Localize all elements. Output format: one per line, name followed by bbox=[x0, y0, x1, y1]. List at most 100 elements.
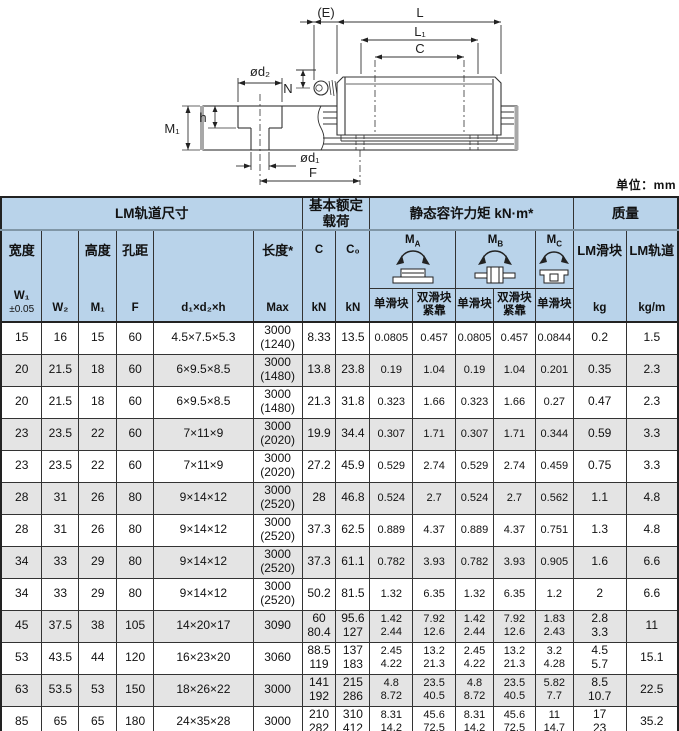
table-cell: 4.5×7.5×5.3 bbox=[153, 321, 254, 355]
table-row: 53 43.5 44 120 16×23×20 3060 88.5 119 137 183 2.… bbox=[0, 641, 679, 675]
sub-header-row: 单滑块 双滑块 紧靠 单滑块 双滑块 紧靠 单滑块 bbox=[1, 287, 678, 323]
table-row: 20 21.5 18 60 6×9.5×8.5 3000 (1480) 21.3 31.8 0.… bbox=[0, 385, 679, 419]
table-row: 34 33 29 80 9×14×12 3000 (2520) 37.3 61.1 0.782 3… bbox=[0, 545, 679, 579]
table-cell: 2.45 4.22 bbox=[369, 641, 414, 675]
table-cell: 6.35 bbox=[492, 577, 536, 611]
lm-guide-drawing: (E) L L₁ C N ød₂ h M₁ ød₁ F bbox=[164, 5, 519, 185]
table-cell: 61.1 bbox=[335, 545, 371, 579]
table-cell: 28 bbox=[0, 513, 43, 547]
table-cell: 0.75 bbox=[572, 449, 627, 483]
table-cell: 38 bbox=[78, 609, 118, 643]
table-cell: 3060 bbox=[252, 641, 303, 675]
dim-label-l: L bbox=[416, 5, 423, 20]
group-mass: 质量 bbox=[572, 196, 679, 232]
table-cell: 13.2 21.3 bbox=[412, 641, 457, 675]
table-cell: 0.307 bbox=[369, 417, 414, 451]
group-static-moment: 静态容许力矩 kN·m* bbox=[369, 196, 574, 232]
table-cell: 23.5 bbox=[41, 449, 80, 483]
table-cell: 60 bbox=[116, 385, 155, 419]
ma-moment-icon bbox=[392, 250, 434, 284]
table-row: 28 31 26 80 9×14×12 3000 (2520) 37.3 62.5 0.889 4… bbox=[0, 513, 679, 547]
table-cell: 4.8 bbox=[625, 481, 679, 515]
table-row: 23 23.5 22 60 7×11×9 3000 (2020) 19.9 34.4 0.307… bbox=[0, 417, 679, 451]
table-cell: 0.889 bbox=[369, 513, 414, 547]
table-cell: 2.7 bbox=[412, 481, 457, 515]
table-cell: 3000 (2520) bbox=[252, 577, 303, 611]
mb-moment-icon bbox=[474, 250, 516, 284]
dimension-labels: (E) L L₁ C N ød₂ h M₁ ød₁ F bbox=[164, 5, 426, 180]
table-cell: 1.3 bbox=[572, 513, 627, 547]
subcol-mb-double: 双滑块 紧靠 bbox=[492, 287, 536, 323]
table-cell: 2.3 bbox=[625, 385, 679, 419]
table-cell: 21.5 bbox=[41, 353, 80, 387]
table-cell: 33 bbox=[41, 545, 80, 579]
table-cell: 3000 (2520) bbox=[252, 545, 303, 579]
table-cell: 150 bbox=[116, 673, 155, 707]
table-cell: 210 282 bbox=[301, 705, 337, 731]
table-row: 15 16 15 60 4.5×7.5×5.3 3000 (1240) 8.33 13.5 0.… bbox=[0, 321, 679, 355]
table-cell: 3.93 bbox=[412, 545, 457, 579]
table-cell: 18×26×22 bbox=[153, 673, 254, 707]
table-cell: 8.33 bbox=[301, 321, 337, 355]
table-row: 34 33 29 80 9×14×12 3000 (2520) 50.2 81.5 1.32 6.… bbox=[0, 577, 679, 611]
table-cell: 21.3 bbox=[301, 385, 337, 419]
table-cell: 22 bbox=[78, 417, 118, 451]
table-cell: 0.782 bbox=[369, 545, 414, 579]
grease-nipple bbox=[313, 79, 338, 97]
table-cell: 80 bbox=[116, 545, 155, 579]
table-cell: 80 bbox=[116, 481, 155, 515]
table-cell: 1.6 bbox=[572, 545, 627, 579]
table-cell: 0.307 bbox=[455, 417, 494, 451]
table-cell: 2.8 3.3 bbox=[572, 609, 627, 643]
mc-moment-icon bbox=[539, 251, 570, 284]
table-cell: 1.66 bbox=[492, 385, 536, 419]
table-cell: 4.8 bbox=[625, 513, 679, 547]
table-cell: 1.42 2.44 bbox=[455, 609, 494, 643]
table-cell: 0.459 bbox=[534, 449, 574, 483]
table-cell: 26 bbox=[78, 513, 118, 547]
table-cell: 3000 (1480) bbox=[252, 353, 303, 387]
table-cell: 3.93 bbox=[492, 545, 536, 579]
col-c0: C₀ kN bbox=[335, 229, 371, 323]
col-height-m1: 高度 M₁ bbox=[78, 229, 118, 323]
dim-label-c: C bbox=[415, 41, 424, 56]
table-cell: 15.1 bbox=[625, 641, 679, 675]
table-cell: 33 bbox=[41, 577, 80, 611]
table-cell: 13.2 21.3 bbox=[492, 641, 536, 675]
table-cell: 1.04 bbox=[412, 353, 457, 387]
dim-label-d1: ød₁ bbox=[300, 150, 320, 165]
column-header-row: 宽度 W₁ ±0.05 W₂ 高度 M₁ 孔距 F bbox=[0, 229, 679, 323]
table-cell: 0.323 bbox=[455, 385, 494, 419]
dim-label-n: N bbox=[283, 81, 292, 96]
table-cell: 16×23×20 bbox=[153, 641, 254, 675]
table-cell: 35.2 bbox=[625, 705, 679, 731]
table-cell: 1.5 bbox=[625, 321, 679, 355]
table-cell: 22.5 bbox=[625, 673, 679, 707]
table-cell: 1.66 bbox=[412, 385, 457, 419]
table-cell: 13.5 bbox=[335, 321, 371, 355]
table-cell: 4.8 8.72 bbox=[369, 673, 414, 707]
table-cell: 60 80.4 bbox=[301, 609, 337, 643]
table-cell: 141 192 bbox=[301, 673, 337, 707]
slider-block bbox=[336, 76, 502, 150]
table-cell: 2.45 4.22 bbox=[455, 641, 494, 675]
table-row: 45 37.5 38 105 14×20×17 3090 60 80.4 95.6 127 1.… bbox=[0, 609, 679, 643]
table-cell: 81.5 bbox=[335, 577, 371, 611]
table-cell: 37.5 bbox=[41, 609, 80, 643]
table-cell: 60 bbox=[116, 353, 155, 387]
table-cell: 53 bbox=[78, 673, 118, 707]
table-cell: 9×14×12 bbox=[153, 513, 254, 547]
table-cell: 0.457 bbox=[412, 321, 457, 355]
table-cell: 45.9 bbox=[335, 449, 371, 483]
subcol-mc-single: 单滑块 bbox=[534, 287, 574, 323]
subcol-mb-single: 单滑块 bbox=[455, 287, 494, 323]
table-cell: 50.2 bbox=[301, 577, 337, 611]
subcol-ma-double: 双滑块 紧靠 bbox=[412, 287, 457, 323]
table-cell: 0.27 bbox=[534, 385, 574, 419]
group-rail-dimensions: LM轨道尺寸 bbox=[0, 196, 303, 232]
table-cell: 0.47 bbox=[572, 385, 627, 419]
table-cell: 80 bbox=[116, 513, 155, 547]
table-cell: 8.31 14.2 bbox=[455, 705, 494, 731]
table-cell: 0.344 bbox=[534, 417, 574, 451]
table-cell: 8.31 14.2 bbox=[369, 705, 414, 731]
